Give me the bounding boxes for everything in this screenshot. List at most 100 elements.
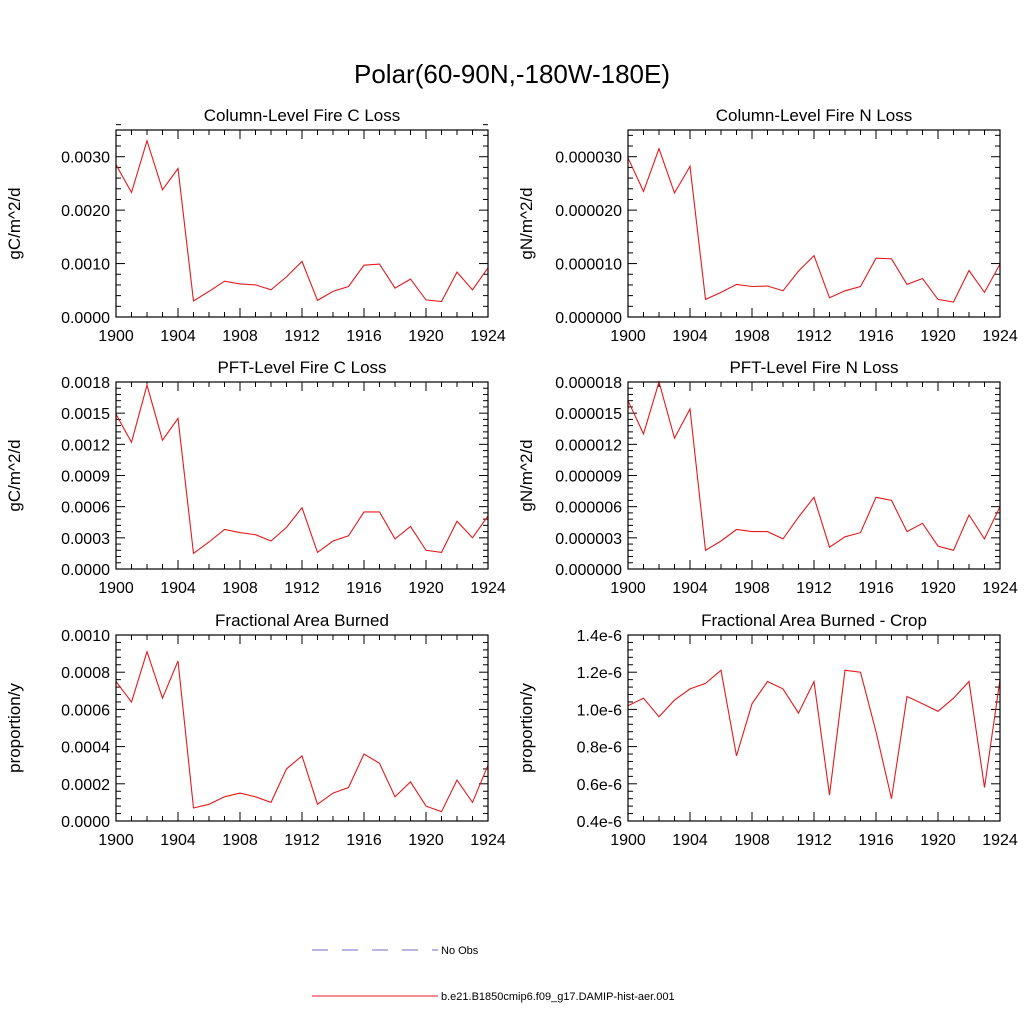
- x-tick-label: 1924: [470, 328, 506, 345]
- legend-label-series: b.e21.B1850cmip6.f09_g17.DAMIP-hist-aer.…: [441, 991, 675, 1003]
- y-tick-label: 0.000012: [555, 437, 622, 454]
- y-tick-label: 0.000020: [555, 203, 622, 220]
- x-tick-label: 1908: [222, 580, 258, 597]
- series-line: [115, 649, 489, 813]
- y-tick-label: 0.0012: [61, 437, 110, 454]
- x-tick-label: 1920: [920, 328, 956, 345]
- x-tick-label: 1924: [470, 832, 506, 849]
- x-tick-label: 1908: [222, 328, 258, 345]
- y-axis-label: proportion/y: [5, 683, 24, 773]
- y-tick-label: 0.0030: [61, 150, 110, 167]
- plot-frame: [115, 634, 489, 822]
- y-tick-label: 0.0006: [61, 500, 110, 517]
- panel-2: Column-Level Fire N Loss 1900 1904 1908 1912…: [517, 106, 1018, 345]
- x-tick-label: 1912: [796, 328, 832, 345]
- series-line: [627, 380, 1001, 552]
- panel-3: PFT-Level Fire C Loss 1900 1904 1908 1912 191…: [5, 358, 506, 597]
- x-tick-label: 1916: [346, 328, 382, 345]
- panel-4: PFT-Level Fire N Loss 1900 1904 1908 1912 191…: [517, 358, 1018, 597]
- x-tick-label: 1904: [160, 832, 196, 849]
- legend: No Obs b.e21.B1850cmip6.f09_g17.DAMIP-hi…: [312, 945, 675, 1003]
- x-tick-label: 1904: [672, 580, 708, 597]
- panels: Column-Level Fire C Loss 1900 1904 1908 1912…: [5, 106, 1018, 849]
- x-tick-label: 1916: [858, 328, 894, 345]
- y-tick-label: 1.0e-6: [577, 702, 622, 719]
- y-tick-label: 0.6e-6: [577, 777, 622, 794]
- y-tick-label: 0.0000: [61, 562, 110, 579]
- y-tick-label: 0.000003: [555, 531, 622, 548]
- x-tick-label: 1904: [672, 832, 708, 849]
- y-tick-label: 0.0006: [61, 702, 110, 719]
- panel-title: Column-Level Fire N Loss: [716, 106, 913, 125]
- y-tick-label: 0.0000: [61, 814, 110, 831]
- y-tick-label: 0.000015: [555, 406, 622, 423]
- x-tick-label: 1904: [160, 328, 196, 345]
- plot-frame: [627, 381, 1001, 570]
- x-tick-label: 1908: [734, 832, 770, 849]
- y-tick-label: 0.0004: [61, 740, 110, 757]
- x-tick-label: 1920: [920, 832, 956, 849]
- x-tick-label: 1912: [796, 580, 832, 597]
- x-tick-label: 1908: [222, 832, 258, 849]
- x-tick-label: 1912: [284, 580, 320, 597]
- series-line: [115, 138, 489, 303]
- y-tick-label: 1.4e-6: [577, 628, 622, 645]
- y-tick-label: 0.0003: [61, 531, 110, 548]
- x-tick-label: 1920: [408, 580, 444, 597]
- y-tick-label: 0.000009: [555, 469, 622, 486]
- x-tick-label: 1908: [734, 580, 770, 597]
- panel-5: Fractional Area Burned 1900 1904 1908 1912 19…: [5, 611, 506, 849]
- series-line: [627, 147, 1001, 303]
- x-tick-label: 1924: [982, 580, 1018, 597]
- plot-frame: [627, 634, 1001, 822]
- x-tick-label: 1912: [284, 832, 320, 849]
- x-tick-label: 1900: [610, 580, 646, 597]
- y-axis-label: gN/m^2/d: [517, 187, 536, 259]
- x-tick-label: 1900: [98, 580, 134, 597]
- y-tick-label: 0.0010: [61, 257, 110, 274]
- x-tick-label: 1924: [982, 832, 1018, 849]
- series-line: [115, 383, 489, 555]
- plot-frame: [627, 129, 1001, 318]
- y-tick-label: 0.0009: [61, 469, 110, 486]
- x-tick-label: 1900: [610, 328, 646, 345]
- y-tick-label: 0.0015: [61, 406, 110, 423]
- x-tick-label: 1916: [858, 832, 894, 849]
- x-tick-label: 1908: [734, 328, 770, 345]
- panel-6: Fractional Area Burned - Crop 1900 1904 190…: [517, 611, 1018, 849]
- x-tick-label: 1924: [470, 580, 506, 597]
- series-line: [627, 669, 1001, 799]
- panel-title: Fractional Area Burned: [215, 611, 389, 630]
- y-tick-label: 0.0008: [61, 665, 110, 682]
- panel-title: PFT-Level Fire C Loss: [217, 358, 386, 377]
- x-tick-label: 1912: [284, 328, 320, 345]
- y-tick-label: 0.000010: [555, 257, 622, 274]
- y-tick-label: 0.0018: [61, 375, 110, 392]
- y-tick-label: 0.8e-6: [577, 740, 622, 757]
- y-tick-label: 0.0000: [61, 310, 110, 327]
- legend-label-no-obs: No Obs: [441, 945, 479, 957]
- y-tick-label: 0.000030: [555, 150, 622, 167]
- y-tick-label: 0.000000: [555, 562, 622, 579]
- y-tick-label: 0.0020: [61, 203, 110, 220]
- x-tick-label: 1912: [796, 832, 832, 849]
- y-tick-label: 0.000000: [555, 310, 622, 327]
- panel-1: Column-Level Fire C Loss 1900 1904 1908 1912…: [5, 106, 506, 345]
- figure-title: Polar(60-90N,-180W-180E): [354, 59, 670, 89]
- plot-frame: [115, 381, 489, 570]
- y-axis-label: proportion/y: [517, 683, 536, 773]
- x-tick-label: 1900: [98, 832, 134, 849]
- panel-title: Column-Level Fire C Loss: [204, 106, 401, 125]
- plot-frame: [115, 129, 489, 318]
- x-tick-label: 1904: [160, 580, 196, 597]
- x-tick-label: 1920: [920, 580, 956, 597]
- panel-title: PFT-Level Fire N Loss: [729, 358, 898, 377]
- y-axis-label: gC/m^2/d: [5, 187, 24, 259]
- x-tick-label: 1916: [346, 832, 382, 849]
- x-tick-label: 1900: [98, 328, 134, 345]
- x-tick-label: 1916: [858, 580, 894, 597]
- x-tick-label: 1924: [982, 328, 1018, 345]
- y-tick-label: 0.0002: [61, 777, 110, 794]
- y-tick-label: 0.0010: [61, 628, 110, 645]
